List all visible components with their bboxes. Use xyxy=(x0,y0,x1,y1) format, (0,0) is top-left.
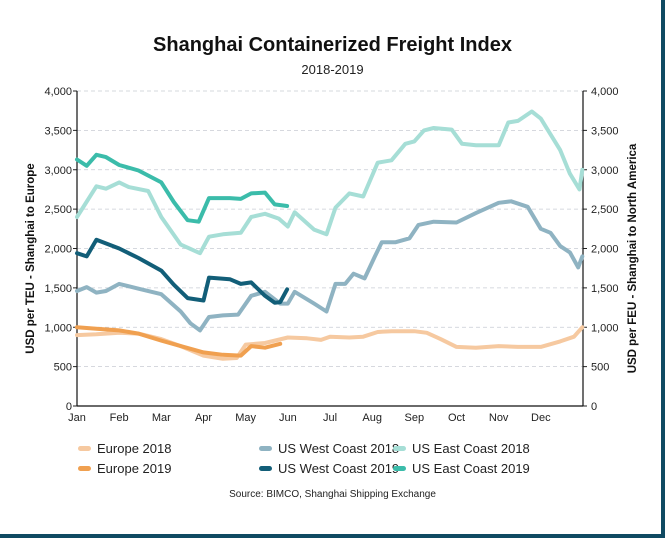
x-tick-label: Feb xyxy=(110,412,129,424)
y-tick-label-right: 2,500 xyxy=(591,204,619,216)
legend-label: Europe 2019 xyxy=(97,461,172,476)
y-tick-label-left: 2,000 xyxy=(44,244,72,256)
frame-border-right xyxy=(661,0,665,538)
legend-swatch xyxy=(259,446,272,451)
y-tick-label-left: 1,500 xyxy=(44,283,72,295)
legend-item: US East Coast 2019 xyxy=(393,461,530,476)
legend-swatch xyxy=(259,466,272,471)
y-tick-label-left: 4,000 xyxy=(44,86,72,98)
x-tick-label: Oct xyxy=(448,412,465,424)
x-tick-label: Sep xyxy=(405,412,425,424)
y-tick-label-right: 4,000 xyxy=(591,86,619,98)
x-tick-label: Apr xyxy=(195,412,212,424)
series-line-us-east-coast-2019 xyxy=(75,152,290,224)
legend-item: Europe 2018 xyxy=(78,441,171,456)
source-note: Source: BIMCO, Shanghai Shipping Exchang… xyxy=(229,489,436,500)
series-line-europe-2019 xyxy=(75,325,283,358)
y-tick-label-right: 0 xyxy=(591,401,597,413)
y-tick-label-right: 2,000 xyxy=(591,244,619,256)
x-tick-label: Jul xyxy=(323,412,337,424)
x-tick-label: Aug xyxy=(362,412,382,424)
y-tick-label-right: 500 xyxy=(591,362,609,374)
chart-subtitle: 2018-2019 xyxy=(301,62,364,77)
series-line-europe-2018 xyxy=(75,325,585,361)
x-tick-label: Jan xyxy=(68,412,86,424)
legend-item: Europe 2019 xyxy=(78,461,171,476)
series-line-us-west-coast-2019 xyxy=(75,237,290,305)
legend-label: US East Coast 2019 xyxy=(412,461,530,476)
legend-item: US East Coast 2018 xyxy=(393,441,530,456)
legend-label: US West Coast 2018 xyxy=(278,441,400,456)
series-line-us-west-coast-2018 xyxy=(75,199,585,333)
y-axis-label-left: USD per TEU - Shanghai to Europe xyxy=(25,163,37,353)
y-tick-label-left: 2,500 xyxy=(44,204,72,216)
y-tick-label-left: 500 xyxy=(54,362,72,374)
chart-title: Shanghai Containerized Freight Index xyxy=(153,34,512,56)
legend-swatch xyxy=(78,446,91,451)
frame-border-bottom xyxy=(0,534,665,538)
legend-item: US West Coast 2018 xyxy=(259,441,399,456)
series-line-us-east-coast-2018 xyxy=(75,109,585,256)
x-tick-label: Mar xyxy=(152,412,171,424)
x-tick-label: Nov xyxy=(489,412,509,424)
y-tick-label-left: 3,000 xyxy=(44,165,72,177)
y-tick-label-left: 0 xyxy=(66,401,72,413)
x-tick-label: Jun xyxy=(279,412,297,424)
y-tick-label-right: 3,000 xyxy=(591,165,619,177)
y-tick-label-left: 3,500 xyxy=(44,125,72,137)
legend-swatch xyxy=(393,446,406,451)
legend-label: Europe 2018 xyxy=(97,441,172,456)
legend-swatch xyxy=(78,466,91,471)
x-tick-label: May xyxy=(235,412,256,424)
x-tick-label: Dec xyxy=(531,412,551,424)
legend-label: US East Coast 2018 xyxy=(412,441,530,456)
y-tick-label-right: 1,000 xyxy=(591,322,619,334)
y-tick-label-right: 1,500 xyxy=(591,283,619,295)
y-tick-label-left: 1,000 xyxy=(44,322,72,334)
y-axis-label-right: USD per FEU - Shanghai to North America xyxy=(627,143,639,373)
y-tick-label-right: 3,500 xyxy=(591,125,619,137)
legend-label: US West Coast 2019 xyxy=(278,461,400,476)
legend-swatch xyxy=(393,466,406,471)
legend-item: US West Coast 2019 xyxy=(259,461,399,476)
